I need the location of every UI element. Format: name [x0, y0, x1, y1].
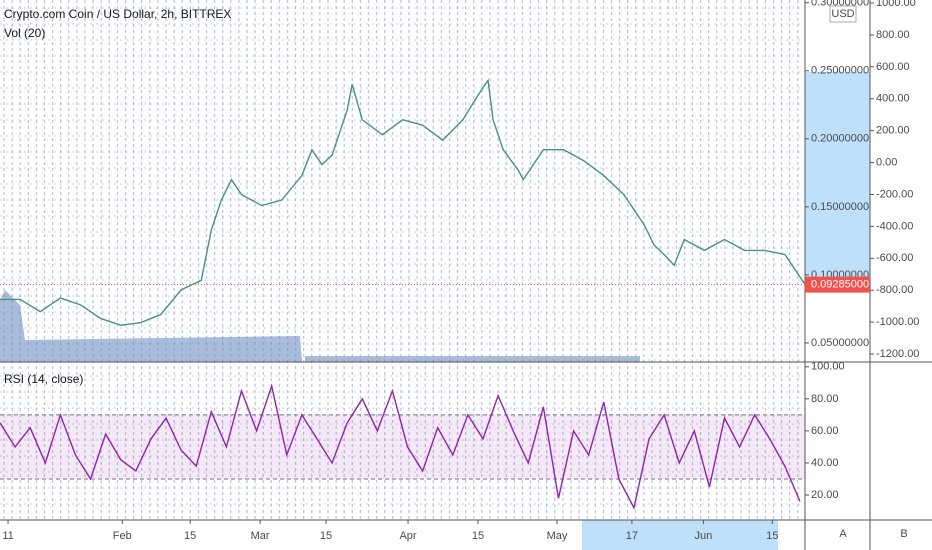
unit-box	[829, 5, 857, 23]
x-tick-label: 15	[320, 530, 332, 542]
y2-tick-label: -600.00	[876, 252, 913, 264]
y2-tick-label: 400.00	[876, 93, 910, 105]
x-tick-label: Feb	[113, 530, 132, 542]
series-line	[0, 78, 806, 326]
y-tick-label: 80.00	[811, 393, 839, 405]
x-tick-label: 11	[2, 530, 13, 542]
y2-tick-label: -1000.00	[876, 316, 919, 328]
y2-tick-label: -800.00	[876, 284, 913, 296]
y-tick-label: 0.25000000	[811, 65, 869, 77]
series-line	[0, 383, 801, 510]
volume-area	[0, 290, 640, 362]
x-tick-label: Apr	[399, 530, 416, 542]
x-tick-label: 15	[184, 530, 196, 542]
y-tick-label: 40.00	[811, 457, 839, 469]
y2-tick-label: -1200.00	[876, 348, 919, 360]
unit-label: USD	[831, 8, 854, 20]
last-price-label: 0.09285000	[811, 279, 869, 291]
range-highlight	[805, 72, 870, 285]
x-tick-label: May	[547, 530, 568, 542]
y2-tick-label: 0.00	[876, 156, 897, 168]
y2-tick-label: 200.00	[876, 125, 910, 137]
last-price-box	[805, 276, 870, 293]
x-tick-label: Mar	[251, 530, 270, 542]
y-tick-label: 0.30000000	[811, 0, 869, 9]
x-tick-label: 17	[626, 530, 638, 542]
y-tick-label: 60.00	[811, 425, 839, 437]
y-tick-label: 0.05000000	[811, 337, 869, 349]
indicator-label: Vol (20)	[4, 26, 45, 40]
y-tick-label: 20.00	[811, 489, 839, 501]
x-tick-label: 15	[766, 530, 778, 542]
y2-tick-label: 1000.00	[876, 0, 916, 9]
indicator-label: RSI (14, close)	[4, 372, 83, 386]
y2-tick-label: -400.00	[876, 220, 913, 232]
y2-tick-label: 800.00	[876, 29, 910, 41]
x-tick-label: 15	[472, 530, 484, 542]
y-tick-label: 100.00	[811, 361, 845, 373]
button[interactable]: B	[900, 528, 907, 540]
y2-tick-label: 600.00	[876, 61, 910, 73]
grid-pattern	[0, 0, 805, 520]
rsi-band	[0, 414, 805, 479]
y2-tick-label: -200.00	[876, 188, 913, 200]
chart-title: Crypto.com Coin / US Dollar, 2h, BITTREX	[4, 7, 231, 21]
range-highlight	[582, 520, 778, 550]
y-tick-label: 0.15000000	[811, 201, 869, 213]
x-tick-label: Jun	[694, 530, 712, 542]
button[interactable]: A	[839, 528, 847, 540]
y-tick-label: 0.20000000	[811, 133, 869, 145]
